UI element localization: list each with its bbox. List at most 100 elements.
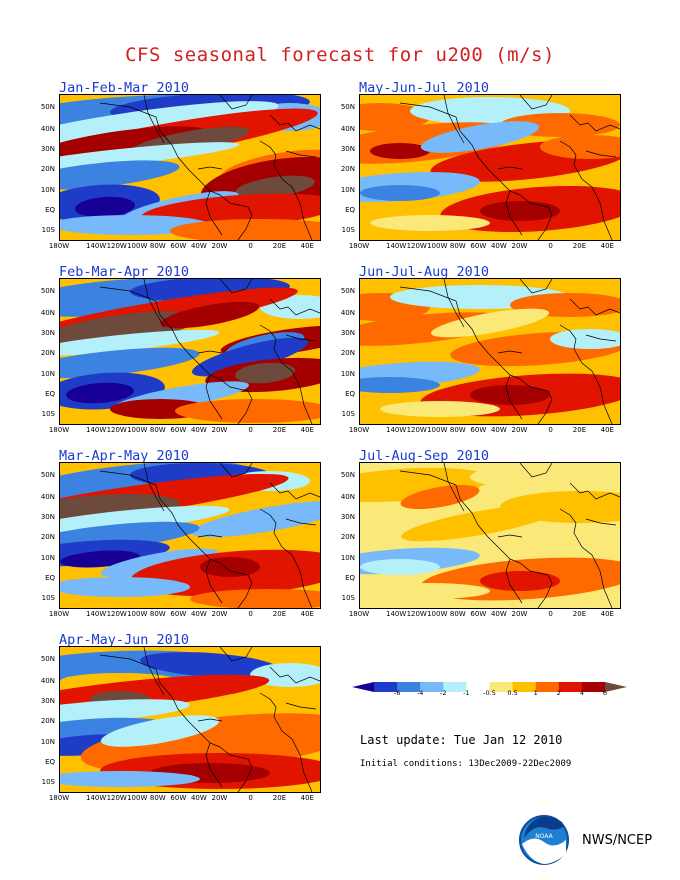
x-tick-label: 60W [470, 426, 487, 434]
map-plot [359, 462, 621, 609]
field-region [380, 401, 500, 417]
forecast-panel: Apr-May-Jun 2010 50N 40N 30N 20N 10N EQ 10S 180… [41, 632, 329, 814]
x-tick-label: 40E [300, 426, 314, 434]
y-tick-label: 10N [40, 369, 55, 378]
field-region [550, 329, 620, 349]
legend-swatch [512, 682, 537, 692]
field-region [360, 377, 440, 393]
x-tick-labels: 180W 140W 120W 100W 80W 60W 40W 20W 0 20E 40E [349, 242, 633, 252]
field-region [60, 311, 200, 347]
panel-title: Mar-Apr-May 2010 [59, 448, 190, 464]
field-region [200, 557, 260, 577]
field-region [60, 347, 200, 379]
x-tick-label: 40W [490, 242, 507, 250]
x-tick-label: 20E [272, 794, 287, 802]
field-region [191, 337, 309, 377]
y-tick-label: 30N [340, 145, 355, 154]
x-tick-label: 180W [348, 242, 370, 250]
x-tick-label: 20E [572, 426, 587, 434]
field-region [430, 308, 550, 338]
field-region [60, 101, 279, 149]
y-tick-label: 40N [40, 676, 55, 685]
legend-tick-label: -1 [463, 689, 470, 697]
x-tick-label: 120W [406, 610, 427, 618]
x-tick-label: 0 [548, 242, 553, 250]
legend-swatch [489, 682, 514, 692]
forecast-panel: Feb-Mar-Apr 2010 50N 40N 30N 20N 10N EQ 10S 180… [41, 264, 329, 446]
coastline [399, 279, 620, 424]
x-tick-label: 80W [449, 610, 466, 618]
color-bar [352, 682, 627, 692]
field-region [401, 504, 559, 542]
legend-swatch [374, 682, 398, 692]
y-tick-label: 10N [340, 185, 355, 194]
x-tick-label: 40E [300, 610, 314, 618]
field-region [66, 382, 134, 404]
x-tick-label: 140W [86, 426, 107, 434]
map-plot [359, 278, 621, 425]
coastline [99, 463, 320, 608]
legend-tick-label: 1 [533, 689, 538, 697]
x-tick-label: 40W [190, 794, 207, 802]
x-tick-label: 60W [470, 242, 487, 250]
field-region [191, 500, 320, 538]
x-tick-label: 80W [149, 610, 166, 618]
x-tick-label: 120W [106, 610, 127, 618]
y-tick-label: 30N [340, 513, 355, 522]
x-tick-label: 60W [170, 610, 187, 618]
y-tick-label: 30N [40, 329, 55, 338]
legend-swatch [420, 682, 444, 692]
map-plot [59, 646, 321, 793]
anomaly-field [360, 279, 620, 424]
x-tick-labels: 180W 140W 120W 100W 80W 60W 40W 20W 0 20E 40E [49, 426, 333, 436]
x-tick-label: 20E [272, 610, 287, 618]
x-tick-label: 140W [386, 242, 407, 250]
x-tick-label: 120W [406, 242, 427, 250]
x-tick-label: 20W [511, 242, 528, 250]
y-tick-label: 10S [41, 778, 55, 787]
panel-title: Apr-May-Jun 2010 [59, 632, 190, 648]
legend-swatch [397, 682, 421, 692]
y-tick-label: 10S [41, 226, 55, 235]
y-tick-label: 20N [340, 165, 355, 174]
panel-title: Jul-Aug-Sep 2010 [359, 448, 490, 464]
y-tick-label: EQ [45, 758, 55, 766]
x-tick-label: 60W [170, 426, 187, 434]
x-tick-label: 40E [600, 242, 614, 250]
x-tick-labels: 180W 140W 120W 100W 80W 60W 40W 20W 0 20E 40E [349, 610, 633, 620]
y-tick-label: 30N [340, 329, 355, 338]
logo-text: NOAA [535, 833, 553, 840]
x-tick-label: 140W [86, 794, 107, 802]
x-tick-labels: 180W 140W 120W 100W 80W 60W 40W 20W 0 20E 40E [349, 426, 633, 436]
forecast-panel: May-Jun-Jul 2010 50N 40N 30N 20N 10N EQ 10S 180… [341, 80, 629, 262]
x-tick-label: 0 [248, 242, 253, 250]
x-tick-label: 100W [427, 610, 448, 618]
x-tick-label: 40W [490, 426, 507, 434]
y-tick-label: 50N [40, 287, 55, 296]
x-tick-label: 120W [106, 426, 127, 434]
x-tick-label: 80W [149, 426, 166, 434]
field-region [60, 142, 240, 172]
x-tick-label: 60W [470, 610, 487, 618]
x-tick-label: 40W [190, 610, 207, 618]
x-tick-label: 180W [48, 610, 70, 618]
y-tick-label: 50N [40, 655, 55, 664]
x-tick-label: 0 [248, 610, 253, 618]
y-tick-label: 40N [40, 492, 55, 501]
field-region [60, 699, 190, 723]
x-tick-label: 0 [248, 426, 253, 434]
forecast-panel: Jul-Aug-Sep 2010 50N 40N 30N 20N 10N EQ 10S 180… [341, 448, 629, 630]
x-tick-label: 100W [427, 426, 448, 434]
x-tick-label: 100W [127, 426, 148, 434]
x-tick-label: 20E [572, 242, 587, 250]
x-tick-label: 20W [211, 794, 228, 802]
field-region [190, 589, 320, 608]
y-tick-label: 10N [340, 553, 355, 562]
legend-swatch [352, 682, 374, 692]
x-tick-labels: 180W 140W 120W 100W 80W 60W 40W 20W 0 20E 40E [49, 242, 333, 252]
x-tick-label: 0 [248, 794, 253, 802]
map-plot [359, 94, 621, 241]
x-tick-labels: 180W 140W 120W 100W 80W 60W 40W 20W 0 20E 40E [49, 610, 333, 620]
x-tick-label: 140W [386, 426, 407, 434]
coastline [399, 95, 620, 240]
